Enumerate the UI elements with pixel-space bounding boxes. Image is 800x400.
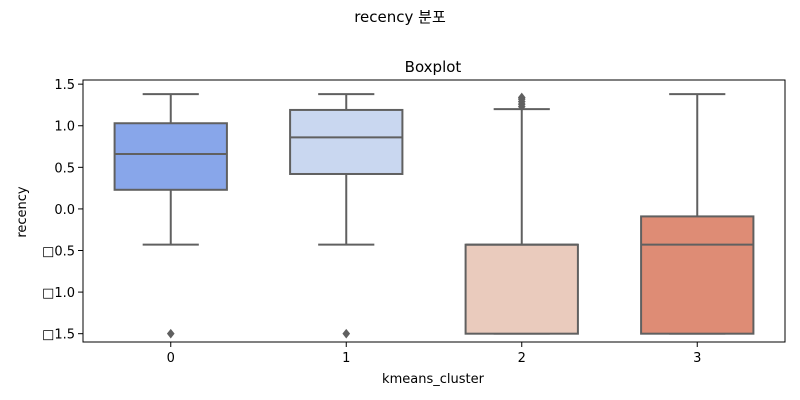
y-axis-label: recency — [15, 186, 30, 238]
y-tick-label: 1.5 — [54, 78, 75, 93]
y-tick-label: 0.5 — [54, 161, 75, 176]
y-tick-label: 0.0 — [54, 203, 75, 218]
x-tick-label: 2 — [518, 351, 526, 366]
y-tick-label: □0.5 — [42, 245, 75, 260]
plot-area: 1.5 1.0 0.5 0.0 □0.5 □1.0 □1.5 0 1 2 3 — [42, 78, 755, 366]
box-cluster-0 — [113, 122, 228, 191]
outlier-point — [166, 328, 175, 339]
x-tick-label: 3 — [693, 351, 701, 366]
y-tick-label: 1.0 — [54, 120, 75, 135]
outlier-point — [517, 92, 526, 103]
box-cluster-1 — [289, 108, 404, 175]
outlier-point — [342, 328, 351, 339]
x-tick-label: 1 — [342, 351, 350, 366]
y-tick-label: □1.0 — [42, 286, 75, 301]
y-tick-label: □1.5 — [42, 328, 75, 343]
chart-title: Boxplot — [405, 58, 462, 76]
x-axis-label: kmeans_cluster — [382, 372, 485, 387]
box-cluster-3 — [640, 215, 755, 335]
box-cluster-2 — [464, 243, 579, 335]
plot-frame — [82, 79, 786, 343]
figure-title: recency 분포 — [354, 8, 446, 26]
x-tick-label: 0 — [167, 351, 175, 366]
